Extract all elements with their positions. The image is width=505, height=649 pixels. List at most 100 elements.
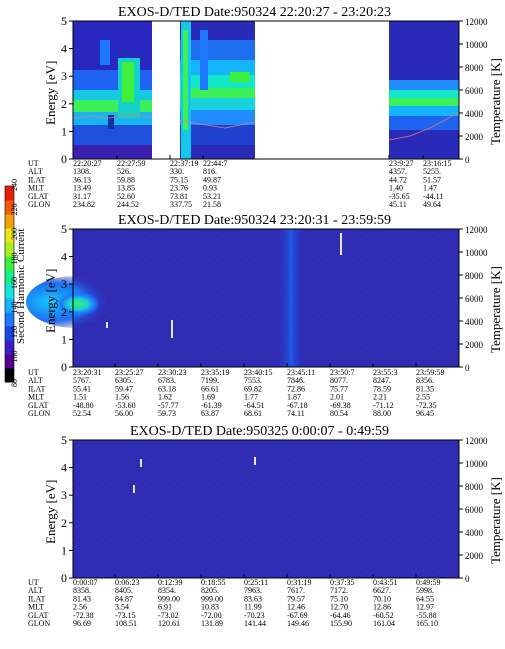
ephemeris-cell: 7963. — [244, 586, 262, 595]
y2-axis-label: Temperature [K] — [488, 477, 503, 564]
ephemeris-row-label: UT — [28, 159, 39, 168]
y-tick-label: 1 — [61, 124, 67, 138]
ephemeris-cell: 13.85 — [117, 184, 135, 193]
ephemeris-cell: 165.10 — [416, 619, 438, 628]
ephemeris-cell: -73.15 — [115, 611, 136, 620]
y2-tick-label: 8000 — [465, 482, 484, 492]
plot-area — [72, 439, 460, 579]
ephemeris-cell: 73.81 — [170, 192, 188, 201]
y2-tick-label: 6000 — [465, 294, 484, 304]
ephemeris-cell: 22:44:7 — [203, 159, 227, 168]
y-tick-label: 3 — [61, 488, 67, 502]
ephemeris-cell: 31.17 — [73, 192, 91, 201]
ephemeris-cell: 96.69 — [73, 619, 91, 628]
ephemeris-cell: 66.61 — [201, 384, 219, 393]
ephemeris-cell: 36.13 — [73, 175, 91, 184]
ephemeris-cell: -72.35 — [416, 401, 437, 410]
spectrogram-feature — [276, 229, 306, 367]
y2-tick-label: 2000 — [465, 551, 484, 561]
ephemeris-row-label: GLON — [28, 409, 50, 418]
ephemeris-cell: 51.57 — [423, 175, 441, 184]
plot-area — [26, 228, 460, 368]
y2-axis-label: Temperature [K] — [488, 58, 503, 145]
y-tick-label: 4 — [61, 42, 67, 56]
y2-tick-label: 8000 — [465, 63, 484, 73]
ephemeris-cell: 63.87 — [201, 409, 219, 418]
spectrogram-segment — [179, 21, 256, 159]
ephemeris-cell: 69.82 — [244, 384, 262, 393]
ephemeris-cell: 526. — [117, 167, 131, 176]
ephemeris-cell: 88.00 — [373, 409, 391, 418]
ephemeris-cell: 0:25:11 — [244, 578, 268, 587]
y-tick-label: 0 — [61, 152, 67, 166]
ephemeris-cell: -71.12 — [373, 401, 394, 410]
spectrogram-segment — [72, 21, 152, 159]
ephemeris-cell: 0:12:39 — [158, 578, 182, 587]
ephemeris-cell: 5998. — [416, 586, 434, 595]
ephemeris-cell: 8358. — [73, 586, 91, 595]
ephemeris-cell: 8356. — [416, 376, 434, 385]
y-tick-label: 0 — [61, 571, 67, 585]
ephemeris-cell: 49.87 — [203, 175, 221, 184]
colorbar-swatch — [5, 368, 14, 383]
y-tick-label: 2 — [61, 516, 67, 530]
ephemeris-cell: 23:55:3 — [373, 368, 397, 377]
y-tick-label: 1 — [61, 543, 67, 557]
ephemeris-cell: 75.77 — [330, 384, 348, 393]
ephemeris-cell: 13.49 — [73, 184, 91, 193]
ephemeris-cell: 23:35:19 — [201, 368, 229, 377]
ephemeris-cell: 21.58 — [203, 200, 221, 209]
ephemeris-row-label: ALT — [28, 586, 43, 595]
ephemeris-cell: 23:9:27 — [389, 159, 413, 168]
panel-3: EXOS-D/TED Date:950325 0:00:07 - 0:49:59… — [28, 424, 503, 628]
ephemeris-cell: 96.45 — [416, 409, 434, 418]
ephemeris-cell: 244.52 — [117, 200, 139, 209]
ephemeris-cell: 0:31:19 — [287, 578, 311, 587]
ephemeris-cell: 999.00 — [158, 594, 180, 603]
ephemeris-cell: 83.63 — [244, 594, 262, 603]
ephemeris-cell: 4357. — [389, 167, 407, 176]
ephemeris-cell: 74.11 — [287, 409, 305, 418]
ephemeris-cell: 59.88 — [117, 175, 135, 184]
ephemeris-cell: 8405. — [115, 586, 133, 595]
ephemeris-cell: 10.83 — [201, 603, 219, 612]
ephemeris-cell: 0:06:23 — [115, 578, 139, 587]
ephemeris-cell: 7199. — [201, 376, 219, 385]
spectrogram-feature — [106, 322, 108, 328]
ephemeris-cell: 161.04 — [373, 619, 395, 628]
colorbar-tick-label: 160 — [10, 277, 19, 289]
ephemeris-cell: 0:18:55 — [201, 578, 225, 587]
ephemeris-cell: 120.61 — [158, 619, 180, 628]
colorbar-swatch — [5, 256, 14, 271]
colorbar-swatch — [5, 284, 14, 299]
colorbar-tick-label: 140 — [10, 302, 19, 314]
y2-tick-label: 12000 — [465, 436, 488, 446]
ephemeris-cell: 23:45:11 — [287, 368, 315, 377]
ephemeris-cell: 22:37:19 — [170, 159, 198, 168]
spectrogram-feature — [171, 320, 173, 338]
ephemeris-cell: 23:50:7 — [330, 368, 354, 377]
colorbar-swatch — [5, 228, 14, 243]
colorbar-tick-label: 80 — [10, 379, 19, 387]
y2-tick-label: 4000 — [465, 317, 484, 327]
y2-tick-label: 0 — [465, 155, 470, 165]
ephemeris-cell: 78.59 — [373, 384, 391, 393]
panel-1: EXOS-D/TED Date:950324 22:20:27 - 23:20:… — [28, 5, 503, 209]
y2-tick-label: 2000 — [465, 132, 484, 142]
y2-axis: 0 2000 4000 6000 8000 10000 12000 — [459, 436, 488, 584]
y2-tick-label: 10000 — [465, 40, 488, 50]
ephemeris-row-label: MLT — [28, 184, 44, 193]
ephemeris-cell: 1308. — [73, 167, 91, 176]
ephemeris-cell: 141.44 — [244, 619, 266, 628]
ephemeris-cell: 23:16:15 — [423, 159, 451, 168]
ephemeris-cell: 1.56 — [115, 393, 129, 402]
colorbar-swatch — [5, 214, 14, 229]
ephemeris-cell: 12.86 — [373, 603, 391, 612]
ephemeris-cell: 7846. — [287, 376, 305, 385]
ephemeris-cell: 8077. — [330, 376, 348, 385]
ephemeris-cell: 70.10 — [373, 594, 391, 603]
ephemeris-cell: 1.77 — [244, 393, 258, 402]
y-tick-label: 4 — [61, 250, 67, 264]
ephemeris-cell: -72.00 — [201, 611, 222, 620]
ephemeris-cell: 45.11 — [389, 200, 407, 209]
